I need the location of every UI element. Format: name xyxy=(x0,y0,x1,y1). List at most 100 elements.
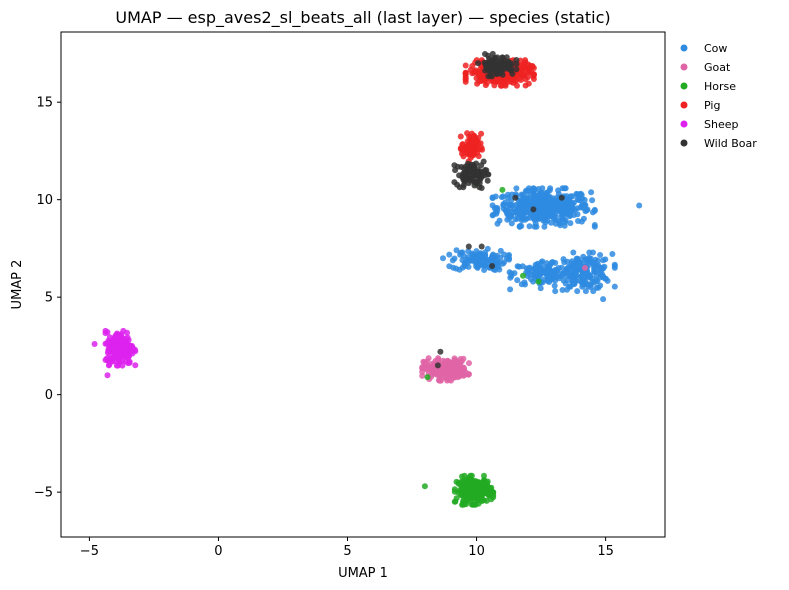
wild-boar-point xyxy=(481,59,488,66)
sheep-point xyxy=(123,354,130,360)
cow-point xyxy=(501,251,508,258)
wild-boar-point xyxy=(478,243,485,250)
cow-point xyxy=(591,223,598,230)
cow-point xyxy=(513,185,520,192)
cow-point xyxy=(494,220,501,227)
cow-point xyxy=(569,200,576,207)
pig-point xyxy=(522,82,529,89)
pig-point xyxy=(469,63,476,69)
sheep-point xyxy=(124,334,131,341)
horse-point xyxy=(481,480,487,487)
pig-point xyxy=(521,64,528,71)
wild-boar-point xyxy=(451,179,458,186)
horse-point xyxy=(453,495,460,502)
cow-point xyxy=(566,283,573,290)
pig-point xyxy=(470,141,477,148)
cow-point xyxy=(507,274,514,281)
legend-marker-goat xyxy=(680,63,688,71)
legend-label-horse: Horse xyxy=(704,80,736,93)
cow-point xyxy=(561,219,568,226)
pig-point xyxy=(469,70,476,77)
wild-boar-point xyxy=(475,60,482,67)
cow-point xyxy=(579,283,586,290)
horse-point xyxy=(483,497,490,504)
cow-point xyxy=(590,249,596,256)
goat-point xyxy=(442,358,449,365)
sheep-point xyxy=(119,362,126,369)
horse-point xyxy=(485,491,492,498)
y-axis-label: UMAP 2 xyxy=(10,260,25,310)
pig-point xyxy=(457,133,464,140)
cow-point xyxy=(574,255,581,262)
wild-boar-point xyxy=(505,65,512,72)
cow-point xyxy=(589,197,596,204)
goat-point xyxy=(460,366,466,373)
cow-point xyxy=(440,255,446,262)
cow-point xyxy=(551,200,558,207)
cow-point xyxy=(591,206,598,213)
legend-marker-wild-boar xyxy=(680,139,688,147)
cow-point xyxy=(524,273,531,280)
wild-boar-point xyxy=(471,182,478,189)
cow-point xyxy=(541,268,548,275)
wild-boar-point xyxy=(467,177,474,184)
goat-point xyxy=(427,367,434,374)
cow-point xyxy=(459,264,466,271)
cow-point xyxy=(549,259,556,265)
cow-point xyxy=(520,204,526,211)
goat-point xyxy=(435,357,442,364)
sheep-point xyxy=(113,358,120,365)
cow-point xyxy=(525,209,532,216)
pig-point xyxy=(462,62,469,69)
pig-point xyxy=(462,70,469,76)
wild-boar-point xyxy=(476,180,483,187)
cow-point xyxy=(636,202,643,209)
cow-point xyxy=(511,270,518,277)
horse-point xyxy=(479,486,486,493)
x-tick-label: −5 xyxy=(80,544,99,559)
cow-point xyxy=(522,188,529,195)
cow-point xyxy=(546,187,553,194)
goat-point xyxy=(419,368,426,375)
pig-point xyxy=(474,80,481,87)
pig-point xyxy=(467,154,474,161)
cow-point xyxy=(508,220,515,227)
wild-boar-point xyxy=(489,263,496,269)
cow-point xyxy=(564,277,571,284)
sheep-point xyxy=(102,327,109,334)
cow-point xyxy=(552,288,559,295)
cow-point xyxy=(551,282,558,289)
horse-point xyxy=(520,272,526,279)
wild-boar-point xyxy=(478,185,485,191)
cow-point xyxy=(495,263,502,270)
wild-boar-point xyxy=(499,54,506,61)
x-tick-label: 5 xyxy=(343,544,351,559)
sheep-point xyxy=(112,349,119,356)
horse-point xyxy=(460,496,467,503)
cow-point xyxy=(522,281,528,288)
horse-point xyxy=(468,472,475,479)
cow-point xyxy=(506,269,513,276)
sheep-point xyxy=(105,357,112,364)
cow-point xyxy=(507,286,514,293)
wild-boar-point xyxy=(465,243,472,250)
x-axis: −5 0 5 10 15 xyxy=(80,537,614,559)
cow-point xyxy=(609,251,616,257)
sheep-point xyxy=(113,334,120,341)
wild-boar-point xyxy=(434,362,441,369)
cow-point xyxy=(536,270,543,277)
horse-point xyxy=(469,489,476,496)
pig-point xyxy=(460,153,467,160)
wild-boar-point xyxy=(480,158,487,165)
cow-point xyxy=(526,266,533,272)
y-tick-label: 10 xyxy=(36,193,53,208)
cow-point xyxy=(574,288,581,295)
cow-point xyxy=(582,288,589,295)
cow-point xyxy=(611,283,618,290)
sheep-point xyxy=(118,341,125,348)
cow-point xyxy=(489,194,496,201)
legend-label-goat: Goat xyxy=(704,61,731,74)
horse-point xyxy=(478,495,485,502)
wild-boar-point xyxy=(558,194,565,201)
cow-point xyxy=(582,202,589,209)
